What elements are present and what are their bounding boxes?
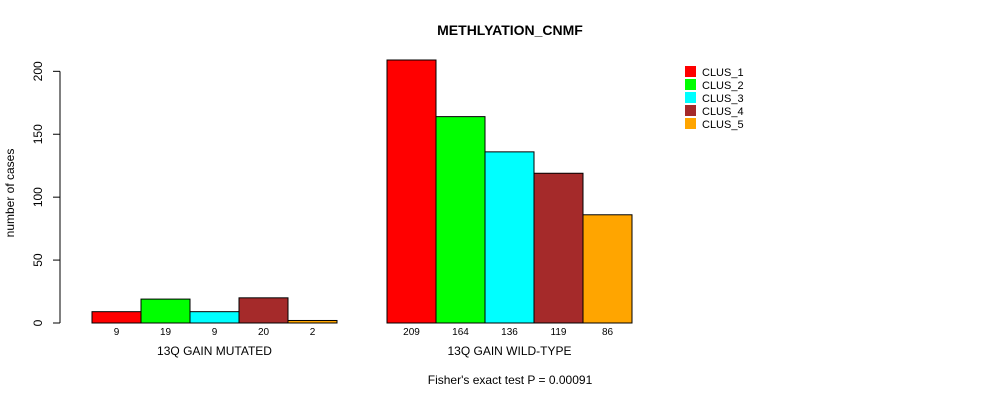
legend-swatch <box>685 105 696 116</box>
y-tick-label: 200 <box>31 61 45 81</box>
bar-count-label: 164 <box>452 327 469 338</box>
y-tick-label: 50 <box>31 253 45 267</box>
bars <box>91 59 633 324</box>
bar-clus-3-group-1 <box>189 311 240 324</box>
bar-count-label: 9 <box>212 327 218 338</box>
legend-swatch <box>685 66 696 77</box>
group-labels: 13Q GAIN MUTATED 13Q GAIN WILD-TYPE <box>157 344 571 358</box>
fisher-test-footer: Fisher's exact test P = 0.00091 <box>428 373 593 387</box>
bar-count-label: 136 <box>501 327 518 338</box>
bar-clus-1-group-1 <box>91 311 142 324</box>
bar-clus-1-group-2 <box>386 59 437 324</box>
bar-clus-3-group-2 <box>484 151 535 324</box>
y-axis: 0 50 100 150 200 <box>31 61 61 326</box>
bar-count-label: 19 <box>160 327 172 338</box>
bar-count-label: 20 <box>258 327 270 338</box>
chart-title: METHLYATION_CNMF <box>437 22 583 38</box>
bar-clus-2-group-2 <box>435 116 486 324</box>
legend-label: CLUS_4 <box>702 106 744 118</box>
bar-clus-4-group-1 <box>238 297 289 324</box>
bar-count-label: 209 <box>403 327 420 338</box>
legend-swatch <box>685 92 696 103</box>
legend-label: CLUS_1 <box>702 67 744 79</box>
count-labels: 9 19 9 20 2 209 164 136 119 86 <box>114 327 614 338</box>
y-tick-label: 150 <box>31 124 45 144</box>
legend-swatch <box>685 79 696 90</box>
y-tick-label: 100 <box>31 187 45 207</box>
legend-label: CLUS_3 <box>702 93 744 105</box>
bar-count-label: 9 <box>114 327 120 338</box>
legend-label: CLUS_2 <box>702 80 744 92</box>
bar-count-label: 2 <box>310 327 316 338</box>
y-axis-label: number of cases <box>3 149 17 238</box>
bar-clus-5-group-2 <box>582 214 633 324</box>
bar-count-label: 86 <box>602 327 614 338</box>
group-label-2: 13Q GAIN WILD-TYPE <box>447 344 571 358</box>
bar-clus-2-group-1 <box>140 298 191 324</box>
legend-label: CLUS_5 <box>702 119 744 131</box>
y-tick-label: 0 <box>31 319 45 326</box>
legend-swatch <box>685 118 696 129</box>
bar-clus-4-group-2 <box>533 172 584 324</box>
group-label-1: 13Q GAIN MUTATED <box>157 344 272 358</box>
bar-clus-5-group-1 <box>287 319 338 324</box>
bar-count-label: 119 <box>551 327 567 338</box>
